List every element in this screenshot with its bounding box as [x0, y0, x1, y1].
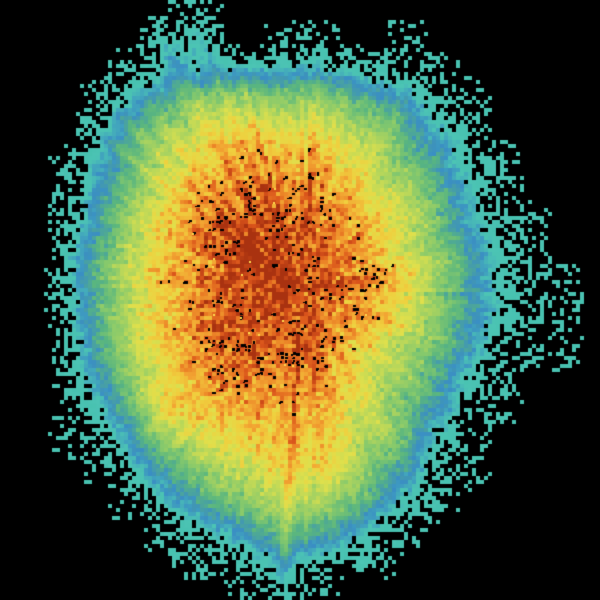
reflectivity-heatmap-canvas [0, 0, 600, 600]
radar-heatmap-display [0, 0, 600, 600]
